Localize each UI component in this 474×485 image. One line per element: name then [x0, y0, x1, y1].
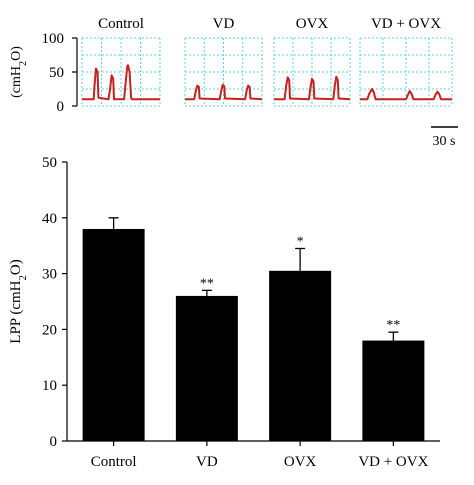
- lpp-bar: [82, 228, 145, 441]
- trace-y-tick-label: 50: [49, 65, 64, 81]
- lpp-bar: [362, 340, 425, 441]
- scale-bar-label: 30 s: [433, 134, 456, 149]
- trace-panel: Control: [81, 16, 161, 107]
- trace-panel-title: Control: [98, 16, 144, 32]
- trace-panel-title: VD + OVX: [371, 16, 441, 32]
- lpp-y-axis-label: LPP (cmH2O): [8, 259, 29, 343]
- lpp-bar-group: Control: [82, 217, 145, 470]
- trace-grid: [184, 37, 263, 107]
- lpp-x-tick-label: VD + OVX: [358, 454, 428, 470]
- lpp-bar-group: ** VD: [175, 276, 238, 470]
- lpp-y-tick-label: 0: [50, 434, 58, 450]
- trace-panel-title: VD: [213, 16, 235, 32]
- trace-series-line: [185, 83, 263, 101]
- lpp-y-tick-label: 50: [42, 155, 57, 171]
- lpp-x-tick-label: OVX: [284, 454, 317, 470]
- lpp-bar: [269, 270, 332, 441]
- trace-panel: VD: [184, 16, 263, 107]
- lpp-y-tick-label: 40: [42, 211, 57, 227]
- lpp-y-tick-label: 30: [42, 267, 57, 283]
- lpp-significance-mark: *: [297, 234, 304, 249]
- lpp-significance-mark: **: [200, 276, 214, 291]
- trace-y-tick-label: 100: [42, 31, 65, 47]
- lpp-bar: [175, 295, 238, 441]
- time-scale-bar: 30 s: [431, 126, 458, 149]
- trace-series-line: [360, 88, 452, 101]
- trace-y-axis: 0 50 100: [42, 31, 78, 115]
- trace-panel: OVX: [273, 16, 351, 107]
- trace-y-tick-label: 0: [57, 99, 65, 115]
- lpp-bar-group: * OVX: [269, 234, 332, 470]
- trace-series-line: [274, 75, 351, 101]
- lpp-significance-mark: **: [386, 318, 400, 333]
- lpp-y-tick-label: 20: [42, 322, 57, 338]
- trace-series-line: [82, 64, 160, 101]
- lpp-x-tick-label: VD: [196, 454, 218, 470]
- lpp-bar-group: ** VD + OVX: [358, 318, 428, 470]
- trace-panel-title: OVX: [296, 16, 329, 32]
- trace-y-axis-label: (cmH2O): [9, 46, 29, 98]
- lpp-x-tick-label: Control: [91, 454, 137, 470]
- trace-grid: [359, 37, 453, 107]
- trace-grid: [273, 37, 351, 107]
- lpp-y-tick-label: 10: [42, 378, 57, 394]
- trace-panel: VD + OVX: [359, 16, 453, 107]
